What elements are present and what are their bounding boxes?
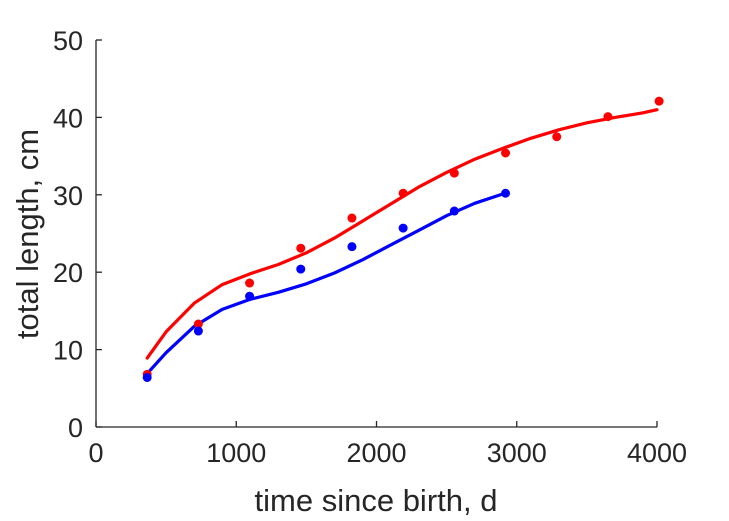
data-point — [449, 168, 459, 178]
x-tick-label: 2000 — [346, 438, 406, 468]
data-point — [245, 291, 255, 301]
data-point — [552, 132, 562, 142]
blue-data-points — [142, 188, 511, 382]
data-point — [193, 319, 203, 329]
data-point — [603, 112, 613, 122]
y-tick-label: 0 — [68, 413, 83, 443]
red-fit-line — [145, 108, 659, 360]
x-tick-label: 3000 — [487, 438, 547, 468]
data-point — [347, 213, 357, 223]
data-point — [398, 223, 408, 233]
y-tick-label: 30 — [53, 181, 83, 211]
data-point — [398, 188, 408, 198]
blue-fit-line — [145, 192, 505, 376]
data-point — [501, 148, 511, 158]
data-point — [449, 206, 459, 216]
x-axis-label: time since birth, d — [255, 483, 498, 518]
data-point — [142, 372, 152, 382]
x-axis: 0 1000 2000 3000 4000 — [88, 421, 687, 468]
x-tick-label: 0 — [88, 438, 103, 468]
data-point — [501, 188, 511, 198]
data-point — [245, 278, 255, 288]
red-data-points — [142, 96, 664, 379]
data-point — [296, 264, 306, 274]
data-point — [193, 326, 203, 336]
data-point — [347, 242, 357, 252]
y-axis: 0 10 20 30 40 50 — [53, 26, 102, 443]
data-point — [296, 243, 306, 253]
y-tick-label: 10 — [53, 336, 83, 366]
y-tick-label: 50 — [53, 26, 83, 56]
x-tick-label: 1000 — [206, 438, 266, 468]
y-tick-label: 20 — [53, 258, 83, 288]
plot-area — [142, 96, 664, 382]
x-tick-label: 4000 — [627, 438, 687, 468]
y-tick-label: 40 — [53, 103, 83, 133]
data-point — [654, 96, 664, 106]
y-axis-label: total length, cm — [10, 129, 45, 339]
